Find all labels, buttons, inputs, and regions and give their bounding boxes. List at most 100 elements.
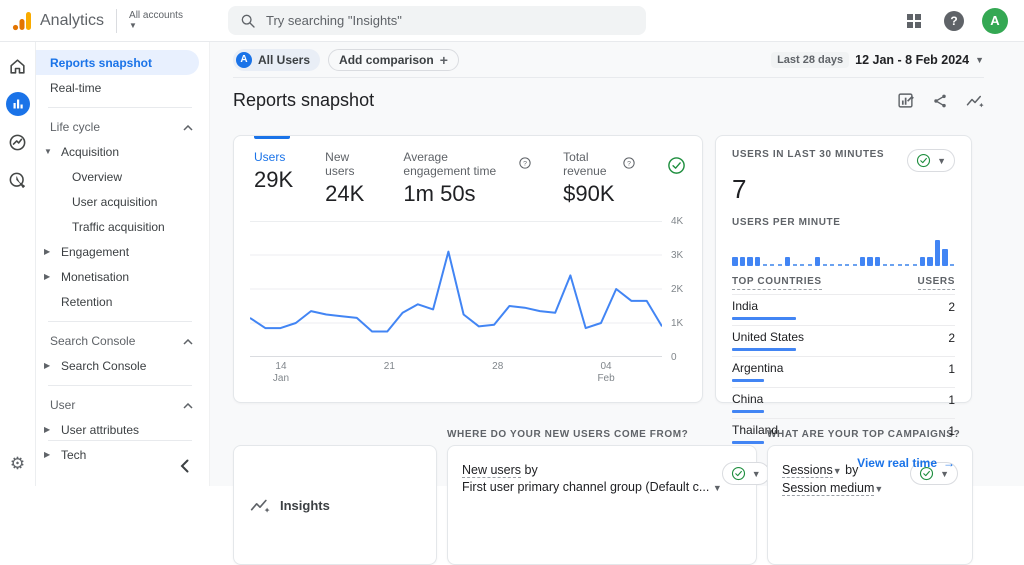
sidebar-item-real-time[interactable]: Real-time [36, 75, 209, 100]
chevron-down-icon: ▼ [752, 469, 761, 479]
arrow-right-icon: → [943, 456, 955, 470]
x-axis-labels: 14Jan212804Feb [250, 361, 668, 389]
plus-icon: + [440, 52, 448, 68]
left-rail: ⚙ [0, 42, 36, 486]
advertising-icon[interactable] [6, 168, 30, 192]
date-range-picker[interactable]: Last 28 days 12 Jan - 8 Feb 2024 ▼ [771, 52, 984, 68]
country-row[interactable]: Argentina 1 [732, 356, 955, 387]
metric-tab-total-revenue[interactable]: Total revenue ? $90K [563, 150, 635, 207]
metric-tab-users[interactable]: Users 29K [254, 150, 293, 207]
sidebar-item-engagement[interactable]: ▶ Engagement [36, 239, 209, 264]
all-users-segment-chip[interactable]: A All Users [233, 49, 320, 71]
view-real-time-link[interactable]: View real time → [732, 456, 955, 470]
search-icon [240, 13, 256, 29]
metric-value: 29K [254, 167, 293, 193]
reports-sidenav: Reports snapshot Real-time Life cycle ▼ … [36, 42, 210, 486]
header-divider [116, 9, 117, 33]
help-question-icon[interactable]: ? [623, 157, 635, 172]
country-row[interactable]: India 2 [732, 294, 955, 325]
users-per-minute-chart[interactable] [732, 236, 955, 266]
sidebar-item-retention[interactable]: Retention [36, 289, 209, 314]
chevron-up-icon [183, 120, 193, 134]
add-comparison-button[interactable]: Add comparison + [328, 49, 459, 71]
home-icon[interactable] [6, 54, 30, 78]
admin-gear-icon[interactable]: ⚙ [10, 454, 25, 474]
triangle-right-icon: ▶ [44, 247, 58, 256]
comparison-toolbar: A All Users Add comparison + Last 28 day… [233, 42, 984, 78]
collapse-sidebar-icon[interactable] [180, 459, 189, 476]
sessions-dimension-picker[interactable]: Session medium [782, 481, 874, 496]
sidebar-item-search-console[interactable]: ▶ Search Console [36, 353, 209, 378]
account-switcher[interactable]: All accounts ▼ [129, 11, 183, 31]
realtime-title: USERS IN LAST 30 MINUTES [732, 149, 884, 160]
metric-tab-avg-engagement-time[interactable]: Average engagement time ? 1m 50s [403, 150, 531, 207]
country-bar [732, 348, 796, 351]
search-input[interactable] [266, 13, 634, 28]
insights-icon [250, 497, 270, 514]
date-range-preset: Last 28 days [771, 52, 849, 68]
app-header: Analytics All accounts ▼ ? A [0, 0, 1024, 42]
divider [48, 107, 192, 108]
users-per-minute-title: USERS PER MINUTE [732, 217, 955, 228]
sidebar-item-monetisation[interactable]: ▶ Monetisation [36, 264, 209, 289]
data-quality-check-icon[interactable] [667, 150, 686, 207]
insights-sparkline-icon[interactable] [966, 93, 984, 109]
triangle-right-icon: ▶ [44, 272, 58, 281]
sidebar-item-user-acquisition[interactable]: User acquisition [36, 189, 209, 214]
section-life-cycle[interactable]: Life cycle [36, 115, 209, 139]
new-users-card: New users by First user primary channel … [447, 445, 757, 565]
sidebar-item-traffic-acquisition[interactable]: Traffic acquisition [36, 214, 209, 239]
users-column-header[interactable]: USERS [918, 276, 955, 290]
insights-card[interactable]: Insights [233, 445, 437, 565]
country-row[interactable]: United States 2 [732, 325, 955, 356]
metric-value: $90K [563, 181, 635, 207]
chevron-down-icon: ▼ [937, 156, 946, 166]
spacer [233, 429, 437, 445]
help-question-icon[interactable]: ? [519, 157, 531, 172]
sidebar-item-overview[interactable]: Overview [36, 164, 209, 189]
share-icon[interactable] [932, 93, 948, 109]
country-bar [732, 441, 764, 444]
chevron-down-icon: ▼ [975, 55, 984, 65]
users-last-30-min-value: 7 [732, 174, 955, 205]
triangle-right-icon: ▶ [44, 361, 58, 370]
sidebar-item-acquisition[interactable]: ▼ Acquisition [36, 139, 209, 164]
y-axis-labels: 01K2K3K4K [662, 221, 690, 357]
country-bar [732, 379, 764, 382]
chevron-up-icon [183, 334, 193, 348]
global-search[interactable] [228, 6, 646, 35]
insights-label: Insights [280, 498, 330, 513]
analytics-logo-icon [10, 9, 34, 33]
country-bar [732, 317, 796, 320]
page-title: Reports snapshot [233, 90, 374, 111]
new-users-dimension-picker[interactable]: First user primary channel group (Defaul… [462, 480, 709, 494]
explore-icon[interactable] [6, 130, 30, 154]
section-search-console[interactable]: Search Console [36, 329, 209, 353]
chevron-down-icon: ▼ [713, 483, 722, 493]
help-icon[interactable]: ? [944, 11, 964, 31]
reports-icon[interactable] [6, 92, 30, 116]
country-row[interactable]: China 1 [732, 387, 955, 418]
realtime-options-pill[interactable]: ▼ [907, 149, 955, 172]
main-content: A All Users Add comparison + Last 28 day… [210, 42, 1024, 486]
divider [48, 321, 192, 322]
date-range-value: 12 Jan - 8 Feb 2024 [855, 53, 969, 67]
metric-value: 1m 50s [403, 181, 531, 207]
country-bar [732, 410, 764, 413]
account-avatar[interactable]: A [982, 8, 1008, 34]
new-users-metric-picker[interactable]: New users [462, 463, 521, 478]
country-row[interactable]: Thailand 1 [732, 418, 955, 449]
top-countries-header[interactable]: TOP COUNTRIES [732, 276, 822, 290]
new-users-section-header: WHERE DO YOUR NEW USERS COME FROM? [447, 429, 757, 445]
svg-text:?: ? [627, 160, 631, 167]
sidebar-item-reports-snapshot[interactable]: Reports snapshot [36, 50, 199, 75]
customize-report-icon[interactable] [897, 92, 914, 109]
metric-tab-new-users[interactable]: New users 24K [325, 150, 371, 207]
users-overview-card: Users 29K New users 24K Average engageme… [233, 135, 703, 403]
section-user[interactable]: User [36, 393, 209, 417]
app-name: Analytics [40, 12, 104, 30]
users-line-chart[interactable]: 01K2K3K4K [234, 207, 702, 357]
active-metric-tab-indicator [254, 136, 290, 139]
svg-text:?: ? [523, 160, 527, 167]
apps-grid-icon[interactable] [902, 9, 926, 33]
